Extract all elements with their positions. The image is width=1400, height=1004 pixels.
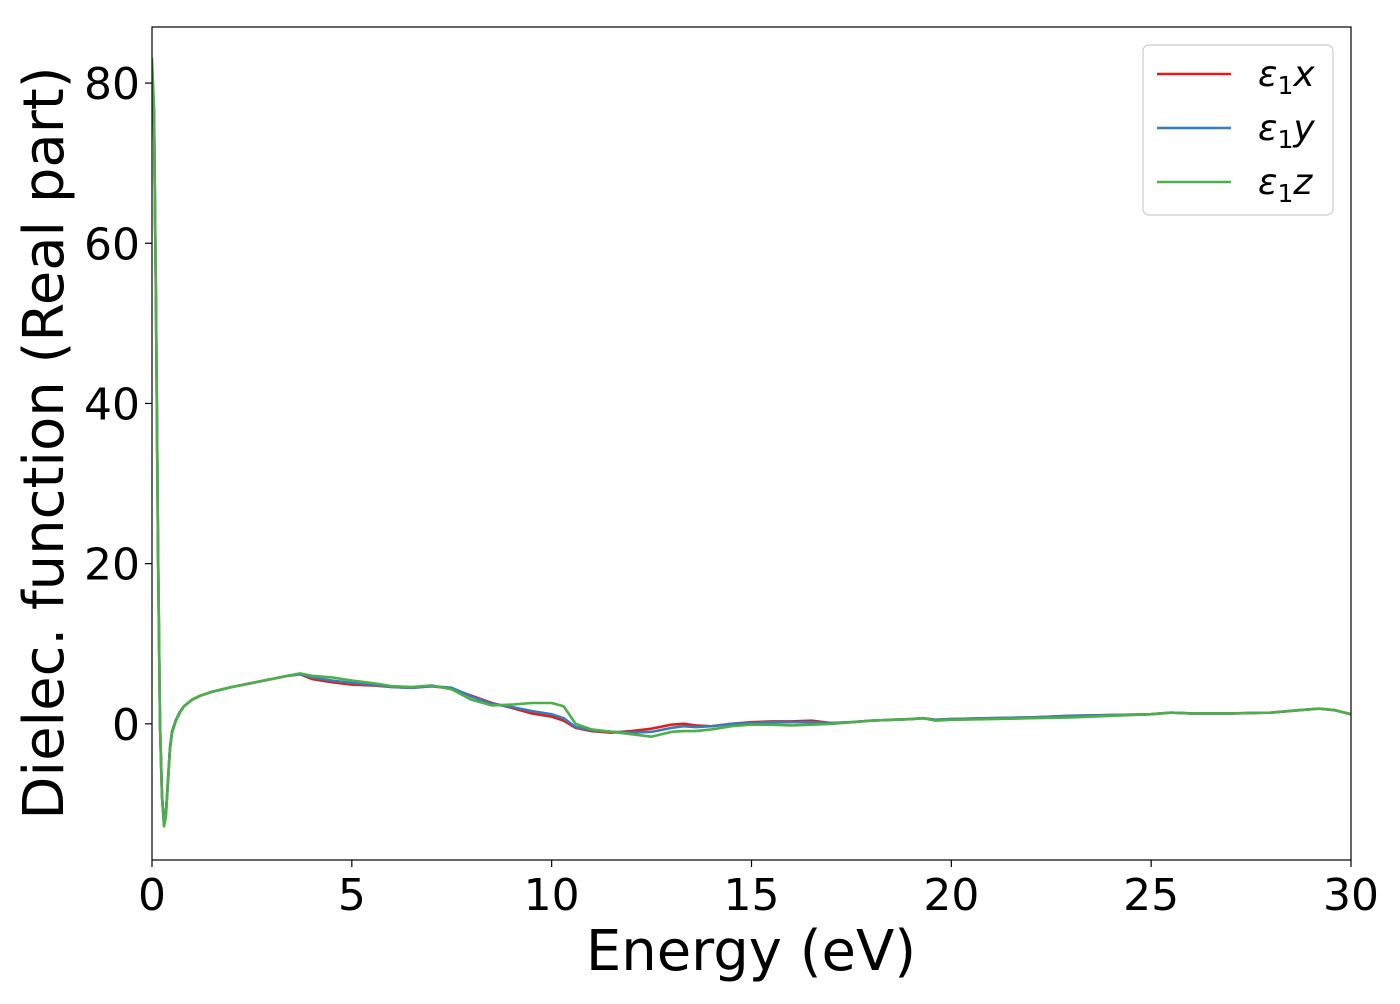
legend-label-x: ε1x — [1258, 54, 1315, 100]
axes-layer: 0 5 10 15 20 25 30 0 20 40 60 80 — [84, 59, 1379, 921]
series-line-z — [152, 57, 1351, 828]
x-tick-label: 20 — [923, 870, 979, 921]
y-tick-label: 60 — [84, 219, 140, 270]
x-tick-label: 30 — [1323, 870, 1379, 921]
x-tick-label: 10 — [524, 870, 580, 921]
y-tick-label: 80 — [84, 59, 140, 110]
plot-layer — [152, 57, 1351, 828]
x-tick-label: 5 — [338, 870, 366, 921]
legend: ε1x ε1y ε1z — [1142, 44, 1334, 216]
y-tick-label: 20 — [84, 540, 140, 591]
y-tick-label: 40 — [84, 379, 140, 430]
legend-label-z: ε1z — [1258, 162, 1313, 208]
legend-label-y: ε1y — [1258, 108, 1315, 154]
x-tick-label: 15 — [724, 870, 780, 921]
x-tick-label: 25 — [1123, 870, 1179, 921]
x-axis-title: Energy (eV) — [586, 919, 916, 984]
y-axis-title: Dielec. function (Real part) — [12, 66, 77, 819]
x-tick-label: 0 — [138, 870, 166, 921]
legend-box — [1142, 44, 1334, 216]
y-tick-label: 0 — [112, 700, 140, 751]
